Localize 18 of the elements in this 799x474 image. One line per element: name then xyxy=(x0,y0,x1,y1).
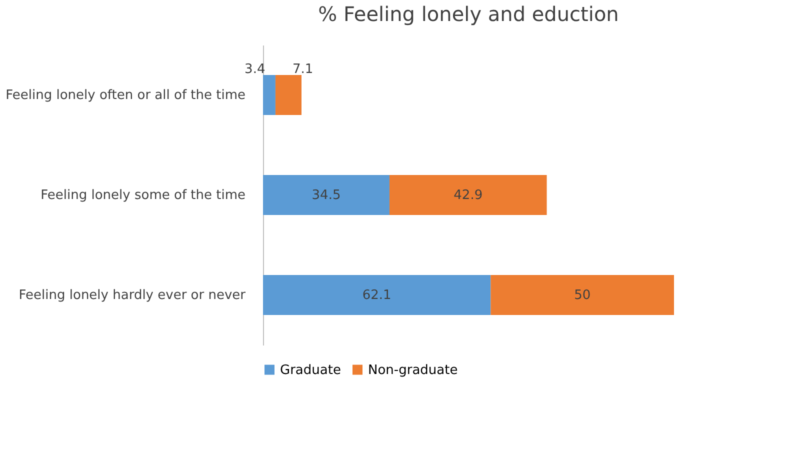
bar xyxy=(263,175,390,215)
legend-label: Graduate xyxy=(280,362,341,378)
data-label: 34.5 xyxy=(312,188,341,203)
data-label: 7.1 xyxy=(292,62,314,77)
chart-title: % Feeling lonely and eduction xyxy=(318,2,619,26)
data-label: 3.4 xyxy=(244,62,266,77)
bar xyxy=(389,175,547,215)
y-tick-label: Feeling lonely often or all of the time xyxy=(6,88,246,103)
legend-label: Non-graduate xyxy=(368,362,458,378)
data-label: 62.1 xyxy=(362,288,392,303)
data-label: 50 xyxy=(574,288,591,303)
data-label: 42.9 xyxy=(454,188,483,203)
bar xyxy=(490,275,674,315)
y-tick-label: Feeling lonely hardly ever or never xyxy=(18,288,246,303)
bar xyxy=(275,75,302,115)
y-tick-label: Feeling lonely some of the time xyxy=(40,188,246,203)
bar xyxy=(263,275,491,315)
bar xyxy=(263,75,276,115)
